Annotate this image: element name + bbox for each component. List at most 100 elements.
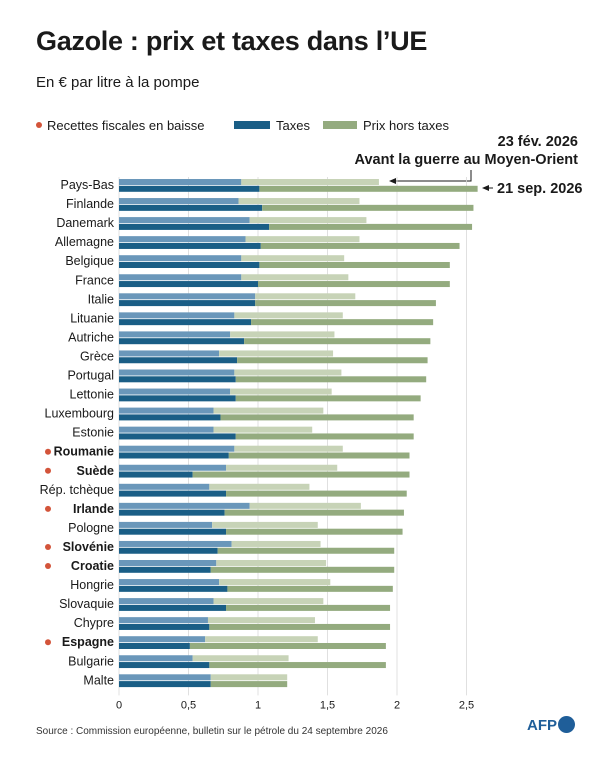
bar-feb-prix-hors-taxes [212,521,318,528]
x-tick-label: 1 [255,699,261,711]
bar-sep-taxes [119,414,221,421]
bar-sep-prix-hors-taxes [226,604,391,611]
category-label: Suède [76,464,114,478]
bar-sep-taxes [119,300,256,307]
bar-sep-prix-hors-taxes [226,490,407,497]
bar-feb-taxes [119,312,235,319]
bar-feb-taxes [119,464,227,471]
bar-sep-prix-hors-taxes [235,395,421,402]
bar-feb-prix-hors-taxes [245,236,360,243]
bar-feb-prix-hors-taxes [213,598,324,605]
bar-feb-taxes [119,198,239,205]
category-label: Lituanie [70,311,114,325]
bars [119,179,478,688]
highlight-dot [45,448,51,455]
bar-sep-taxes [119,509,225,516]
bar-feb-taxes [119,407,214,414]
bar-feb-taxes [119,579,220,586]
bar-feb-prix-hors-taxes [249,502,361,509]
highlight-dot [45,563,51,569]
category-label: Espagne [62,635,114,649]
bar-sep-taxes [119,566,211,573]
bar-feb-taxes [119,331,231,338]
bar-sep-taxes [119,223,270,230]
bar-sep-prix-hors-taxes [189,643,386,649]
bar-feb-prix-hors-taxes [241,255,345,262]
category-label: Rép. tchèque [40,483,114,497]
chart-subtitle: En € par litre à la pompe [36,74,200,91]
bar-sep-prix-hors-taxes [251,319,434,326]
bar-sep-prix-hors-taxes [217,547,395,554]
category-label: Danemark [56,216,114,230]
bar-sep-prix-hors-taxes [209,662,386,669]
bar-sep-taxes [119,547,218,554]
bar-sep-taxes [119,528,227,535]
bar-feb-taxes [119,236,246,243]
bar-sep-prix-hors-taxes [244,338,431,345]
legend-taxes-label: Taxes [276,118,310,133]
category-label: Grèce [80,349,114,363]
bar-feb-prix-hors-taxes [219,579,331,586]
category-label: Estonie [72,426,114,440]
bar-sep-taxes [119,204,263,211]
bar-sep-taxes [119,433,236,440]
legend-prix-label: Prix hors taxes [363,118,449,133]
category-label: Pologne [68,521,114,535]
bar-feb-prix-hors-taxes [241,274,349,281]
category-label: Luxembourg [45,407,115,421]
annotation-before-arrowhead [389,178,396,184]
bar-sep-taxes [119,338,245,345]
bar-feb-prix-hors-taxes [241,179,379,185]
bar-sep-taxes [119,395,236,402]
bar-feb-taxes [119,617,208,624]
annotation-before-arrow [391,170,472,182]
bar-sep-taxes [119,643,190,649]
bar-sep-taxes [119,604,227,611]
bar-feb-prix-hors-taxes [216,560,327,566]
bar-sep-taxes [119,185,260,192]
bar-sep-prix-hors-taxes [258,281,450,288]
afp-logo-circle [558,716,575,733]
annotation-before-date: 23 fév. 2026 [498,134,578,150]
bar-feb-taxes [119,369,235,376]
category-label: Italie [88,292,114,306]
category-label: Pays-Bas [61,178,115,192]
bar-feb-taxes [119,636,206,643]
x-axis-ticks: 0 0,5 1 1,5 2 2,5 [116,699,474,711]
bar-sep-prix-hors-taxes [262,204,474,211]
category-label: Croatie [71,559,114,573]
x-tick-label: 0 [116,699,122,711]
bar-sep-taxes [119,623,210,630]
bar-sep-taxes [119,681,211,688]
bar-feb-taxes [119,521,213,528]
legend-dot-marker [36,122,42,128]
bar-feb-prix-hors-taxes [238,198,360,205]
bar-sep-prix-hors-taxes [226,528,403,535]
bar-sep-prix-hors-taxes [235,376,427,383]
category-label: Slovaquie [59,597,114,611]
bar-feb-prix-hors-taxes [231,540,321,547]
source-note: Source : Commission européenne, bulletin… [36,726,388,737]
bar-sep-prix-hors-taxes [269,223,473,230]
bar-feb-prix-hors-taxes [205,636,318,643]
bar-feb-taxes [119,217,250,224]
x-tick-label: 2 [394,699,400,711]
bar-feb-prix-hors-taxes [255,293,356,300]
x-tick-label: 0,5 [181,699,196,711]
bar-sep-taxes [119,490,227,497]
bar-sep-prix-hors-taxes [259,185,478,192]
annotation-before-label: Avant la guerre au Moyen-Orient [355,152,579,168]
category-label: Malte [83,673,114,687]
legend-taxes-swatch [234,121,270,129]
afp-logo-text: AFP [527,717,557,734]
bar-feb-taxes [119,388,231,395]
category-labels: Pays-Bas Finlande Danemark Allemagne Belgiqu… [40,178,115,687]
bar-feb-prix-hors-taxes [230,331,335,338]
category-label: Chypre [74,616,114,630]
category-label: Portugal [67,369,114,383]
bar-sep-taxes [119,585,228,592]
annotations: 23 fév. 2026 Avant la guerre au Moyen-Or… [355,134,583,197]
annotation-after-date: 21 sep. 2026 [497,181,582,197]
bar-feb-prix-hors-taxes [234,445,343,452]
bar-sep-prix-hors-taxes [228,452,410,459]
